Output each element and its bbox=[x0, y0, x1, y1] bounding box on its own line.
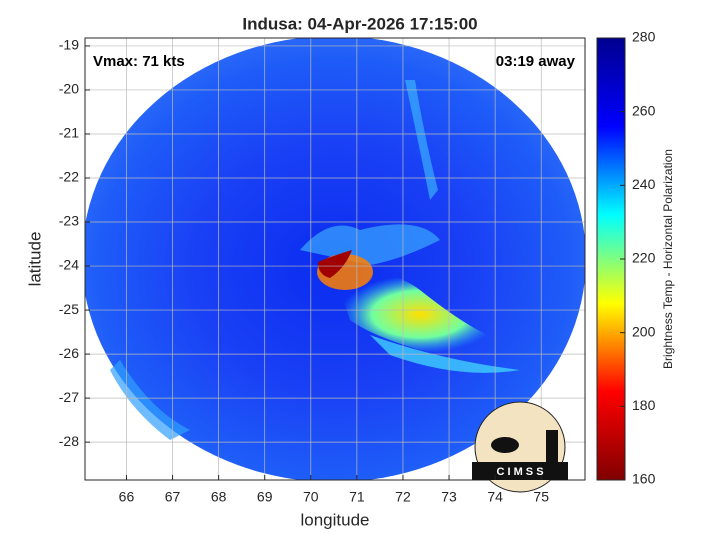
x-tick-label: 67 bbox=[165, 489, 181, 505]
plot-frame bbox=[84, 37, 586, 481]
colorbar-tick-label: 200 bbox=[632, 323, 656, 339]
colorbar-tick-label: 280 bbox=[632, 29, 656, 45]
colorbar-tick-label: 180 bbox=[632, 397, 656, 413]
y-tick-label: -20 bbox=[59, 81, 79, 97]
y-tick-label: -27 bbox=[59, 389, 79, 405]
y-tick-label: -21 bbox=[59, 125, 79, 141]
y-tick-label: -23 bbox=[59, 213, 79, 229]
x-tick-label: 69 bbox=[257, 489, 273, 505]
y-tick-label: -26 bbox=[59, 345, 79, 361]
grid bbox=[85, 38, 585, 480]
swath bbox=[85, 38, 585, 480]
colorbar-tick-label: 240 bbox=[632, 176, 656, 192]
colorbar-tick-label: 220 bbox=[632, 250, 656, 266]
x-tick-label: 75 bbox=[533, 489, 549, 505]
y-axis-label: latitude bbox=[25, 232, 44, 287]
y-tick-label: -22 bbox=[59, 169, 79, 185]
x-tick-label: 70 bbox=[303, 489, 319, 505]
y-tick-label: -25 bbox=[59, 301, 79, 317]
y-tick-label: -28 bbox=[59, 433, 79, 449]
x-tick-label: 74 bbox=[487, 489, 503, 505]
logo: C I M S S bbox=[472, 401, 568, 493]
x-tick-label: 71 bbox=[349, 489, 365, 505]
x-tick-label: 73 bbox=[441, 489, 457, 505]
swath-band bbox=[340, 275, 500, 354]
colorbar-tick-label: 160 bbox=[632, 471, 656, 487]
swath-band bbox=[405, 80, 438, 200]
annotation: Vmax: 71 kts bbox=[93, 53, 185, 70]
annotation: 03:19 away bbox=[496, 53, 576, 70]
y-tick-label: -19 bbox=[59, 37, 79, 53]
swath-band bbox=[110, 360, 190, 440]
colorbar-tick-label: 260 bbox=[632, 102, 656, 118]
chart-title: Indusa: 04-Apr-2026 17:15:00 bbox=[242, 14, 477, 33]
logo-band bbox=[472, 462, 568, 480]
colorbar-label: Brightness Temp - Horizontal Polarizatio… bbox=[661, 149, 675, 369]
logo-dish bbox=[491, 437, 519, 453]
x-tick-label: 68 bbox=[211, 489, 227, 505]
eye-core bbox=[318, 250, 352, 278]
logo-tower bbox=[546, 430, 558, 462]
logo-text: C I M S S bbox=[496, 466, 543, 478]
x-tick-label: 72 bbox=[395, 489, 411, 505]
y-tick-label: -24 bbox=[59, 257, 79, 273]
swath-band bbox=[300, 224, 440, 265]
x-axis-label: longitude bbox=[300, 510, 369, 529]
x-tick-label: 66 bbox=[119, 489, 135, 505]
